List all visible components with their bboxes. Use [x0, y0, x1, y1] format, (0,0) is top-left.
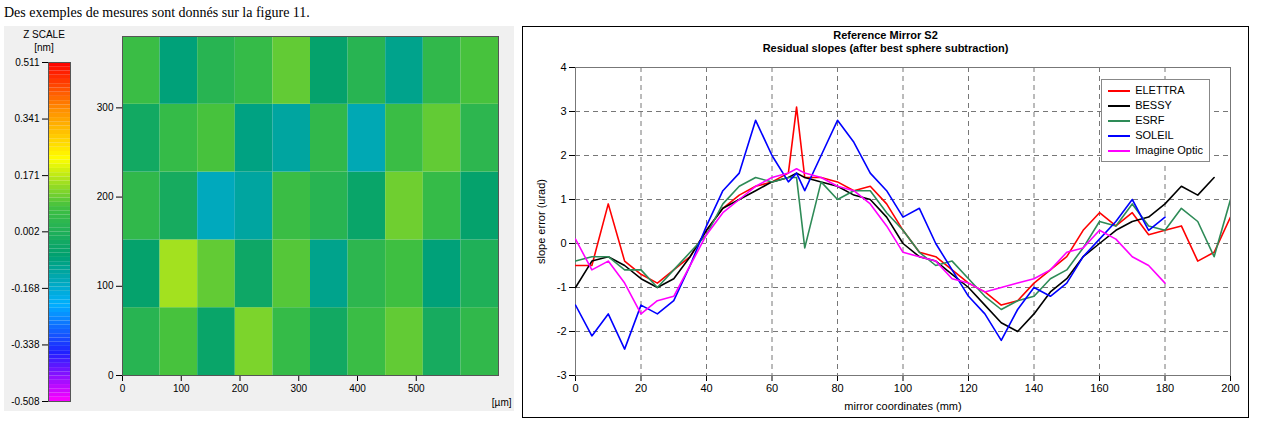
svg-text:100: 100 [97, 280, 114, 291]
svg-text:-3: -3 [557, 369, 567, 381]
svg-text:4: 4 [560, 61, 566, 73]
svg-text:200: 200 [97, 191, 114, 202]
svg-text:0.341: 0.341 [14, 113, 39, 124]
svg-text:200: 200 [1221, 382, 1239, 394]
html-text:Reference Mirror S2: Reference Mirror S2 [833, 29, 938, 41]
svg-text:-0.338: -0.338 [11, 339, 40, 350]
svg-text:-0.508: -0.508 [11, 396, 40, 407]
svg-text:[µm]: [µm] [492, 397, 512, 408]
svg-text:20: 20 [635, 382, 647, 394]
svg-text:100: 100 [173, 383, 190, 394]
html-text:[nm]: [nm] [34, 42, 54, 53]
svg-text:80: 80 [831, 382, 843, 394]
html-text:BESSY: BESSY [1135, 99, 1172, 111]
svg-text:-0.168: -0.168 [11, 283, 40, 294]
svg-text:0.171: 0.171 [14, 170, 39, 181]
svg-text:0: 0 [120, 383, 126, 394]
svg-text:0.511: 0.511 [15, 57, 40, 68]
svg-text:140: 140 [1025, 382, 1043, 394]
svg-text:300: 300 [97, 102, 114, 113]
svg-text:0: 0 [560, 237, 566, 249]
html-text:Imagine Optic: Imagine Optic [1135, 144, 1203, 156]
svg-text:-1: -1 [557, 281, 567, 293]
html-text:ELETTRA: ELETTRA [1135, 84, 1185, 96]
html-text:Des exemples de mesures sont d: Des exemples de mesures sont donnés sur … [4, 5, 310, 20]
svg-text:0: 0 [572, 382, 578, 394]
svg-text:40: 40 [700, 382, 712, 394]
svg-text:1: 1 [560, 193, 566, 205]
svg-text:0.002: 0.002 [14, 226, 39, 237]
svg-text:500: 500 [408, 383, 425, 394]
svg-text:mirror coordinates (mm): mirror coordinates (mm) [844, 400, 961, 412]
html-text:ESRF: ESRF [1135, 114, 1165, 126]
html-text:SOLEIL: SOLEIL [1135, 129, 1174, 141]
svg-text:400: 400 [349, 383, 366, 394]
svg-text:300: 300 [290, 383, 307, 394]
svg-text:160: 160 [1090, 382, 1108, 394]
svg-text:60: 60 [766, 382, 778, 394]
svg-text:-2: -2 [557, 325, 567, 337]
svg-text:120: 120 [959, 382, 977, 394]
svg-text:200: 200 [232, 383, 249, 394]
html-text:Z SCALE: Z SCALE [23, 29, 65, 40]
svg-text:2: 2 [560, 149, 566, 161]
svg-text:slope error (urad): slope error (urad) [535, 179, 547, 264]
svg-text:180: 180 [1156, 382, 1174, 394]
html-text:Residual slopes (after best sp: Residual slopes (after best sphere subtr… [762, 42, 1009, 54]
svg-text:0: 0 [108, 370, 114, 381]
svg-text:3: 3 [560, 105, 566, 117]
svg-text:100: 100 [894, 382, 912, 394]
